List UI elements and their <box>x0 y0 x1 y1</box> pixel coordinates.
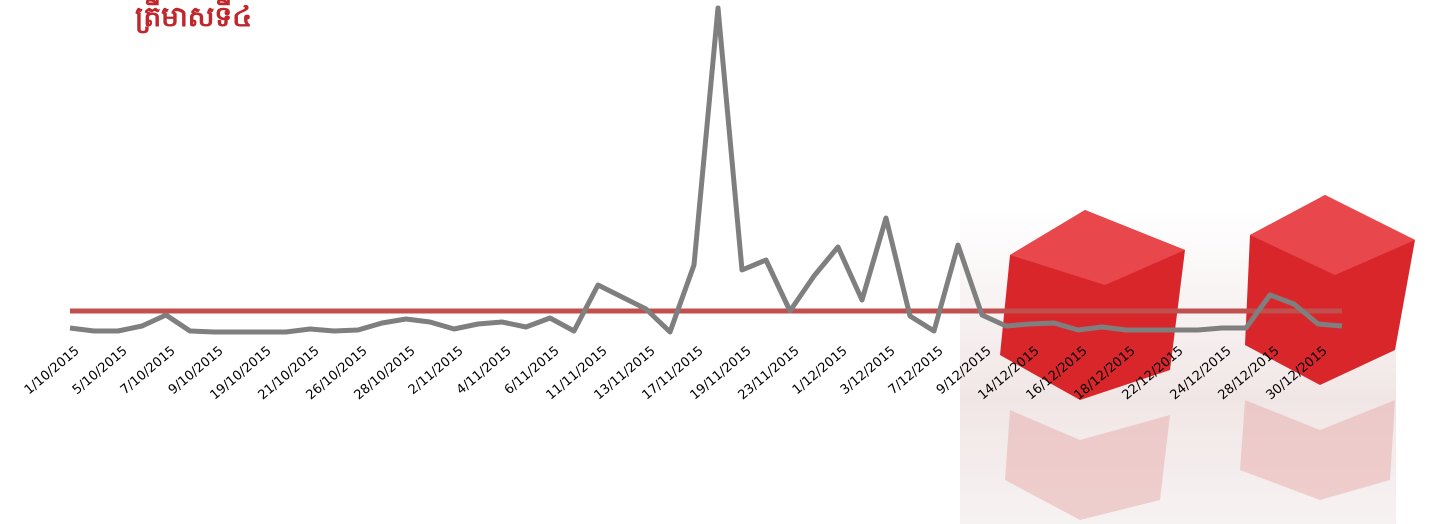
dice-buy-top <box>1010 210 1185 285</box>
dice-reflection <box>1240 400 1395 500</box>
dice-sell-top <box>1250 195 1415 275</box>
chart-title: ត្រីមាសទី៤ <box>135 0 252 34</box>
line-series <box>69 5 1343 335</box>
dice-reflection <box>1005 410 1170 520</box>
